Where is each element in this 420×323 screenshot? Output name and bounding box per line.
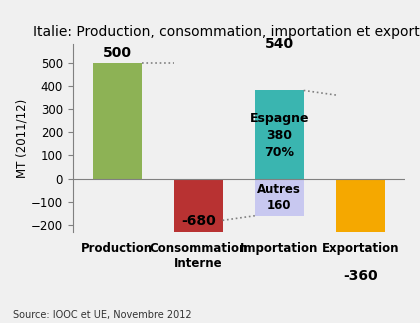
Bar [93,63,142,179]
Y-axis label: MT (2011/12): MT (2011/12) [15,99,28,178]
Text: -360: -360 [343,269,378,283]
Text: Espagne
380
70%: Espagne 380 70% [249,112,309,159]
Text: 500: 500 [103,46,132,60]
Text: Autres
160: Autres 160 [257,183,301,212]
Text: Source: IOOC et UE, Novembre 2012: Source: IOOC et UE, Novembre 2012 [13,310,191,320]
Text: 540: 540 [265,37,294,51]
Bar [174,179,223,323]
Bar [255,179,304,216]
Text: -680: -680 [181,214,215,228]
Bar [336,179,385,262]
Bar [255,90,304,179]
Title: Italie: Production, consommation, importation et exportation: Italie: Production, consommation, import… [33,25,420,39]
